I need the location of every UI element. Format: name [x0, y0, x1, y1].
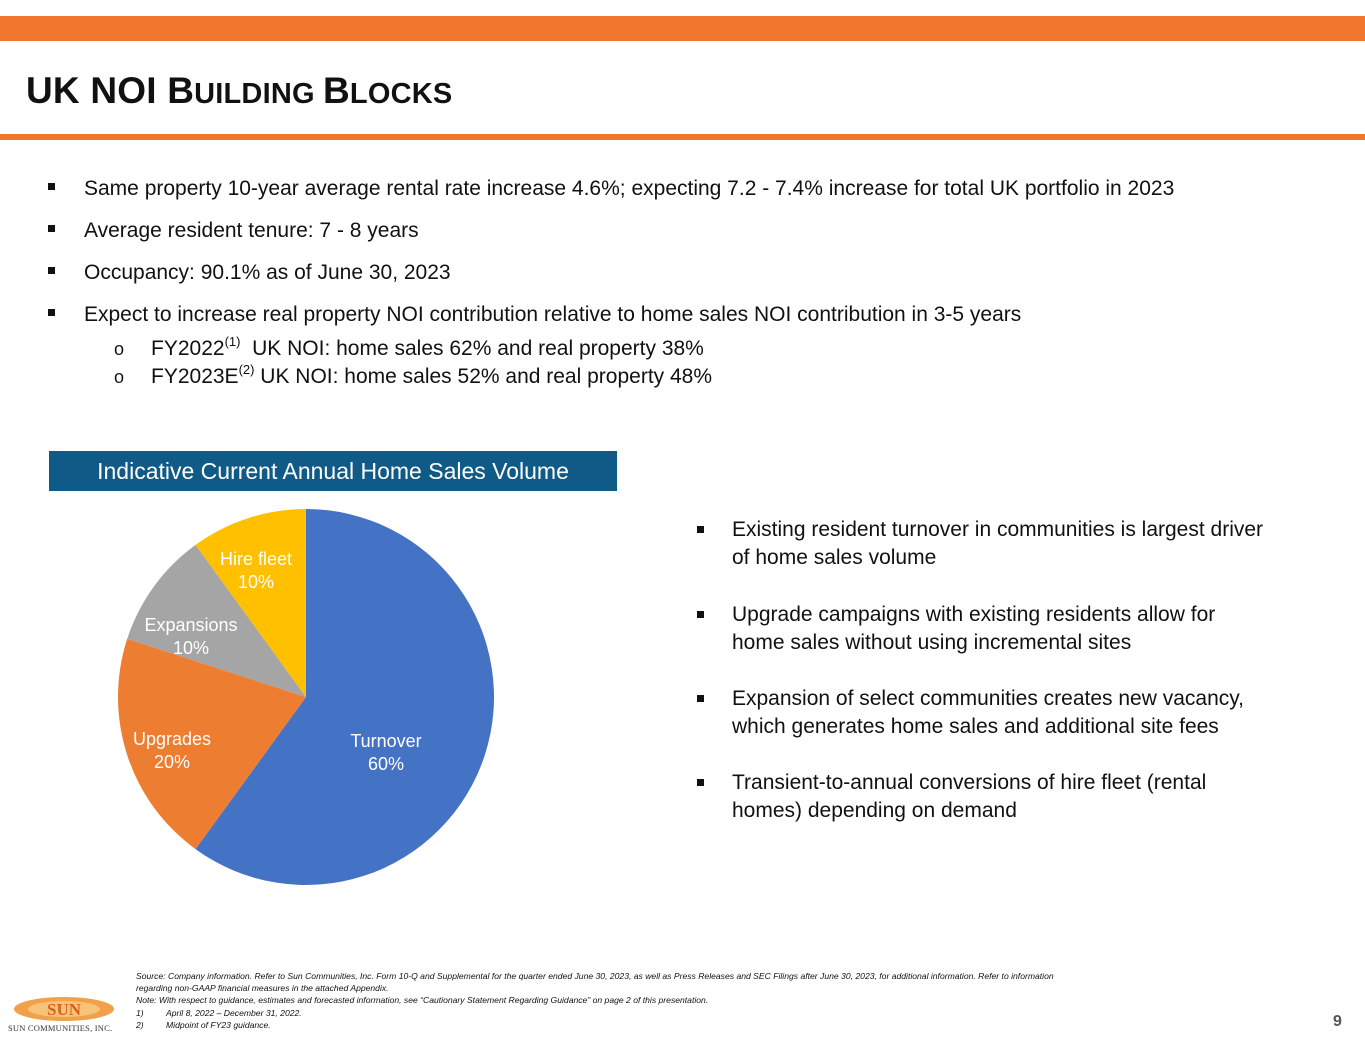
bullet-square-icon: [697, 611, 704, 618]
bullet-text: Expansion of select communities creates …: [732, 687, 1245, 738]
top-accent-bar: [0, 16, 1365, 41]
circle-bullet-icon: o: [114, 367, 125, 387]
pie-label-turnover: Turnover: [350, 731, 421, 751]
pie-label-hire-fleet: Hire fleet: [220, 549, 292, 569]
pie-value-expansions: 10%: [173, 638, 209, 658]
sub-bullet-text: FY2023E(2) UK NOI: home sales 52% and re…: [151, 362, 713, 388]
slide-title: UK NOI BUILDING BLOCKS: [26, 70, 453, 111]
footnote-guidance: Note: With respect to guidance, estimate…: [136, 995, 709, 1006]
logo-mark: SUN: [47, 1000, 82, 1019]
footnotes: Source: Company information. Refer to Su…: [136, 970, 1336, 1031]
pie-label-upgrades: Upgrades: [133, 729, 211, 749]
bullet-square-icon: [48, 183, 55, 190]
footnote-source-cont: regarding non-GAAP financial measures in…: [136, 983, 389, 994]
pie-slice-hire-fleet: [195, 509, 306, 697]
bullet-square-icon: [697, 779, 704, 786]
pie-value-turnover: 60%: [368, 754, 404, 774]
bullet-text: Average resident tenure: 7 - 8 years: [84, 219, 419, 242]
bullet-square-icon: [48, 267, 55, 274]
footnote-1: 1) April 8, 2022 – December 31, 2022.: [136, 1007, 302, 1018]
bullet-text: Transient-to-annual conversions of hire …: [732, 771, 1207, 822]
logo-sun-inner: [28, 1001, 100, 1017]
footnote-source: Source: Company information. Refer to Su…: [136, 971, 1054, 981]
bullet-square-icon: [48, 309, 55, 316]
bullet-square-icon: [697, 526, 704, 533]
pie-value-upgrades: 20%: [154, 752, 190, 772]
footnote-2: 2) Midpoint of FY23 guidance.: [136, 1019, 271, 1030]
pie-slice-turnover: [195, 509, 495, 885]
bullet-square-icon: [697, 695, 704, 702]
bullet-text: Same property 10-year average rental rat…: [84, 177, 1175, 200]
bullet-text: Upgrade campaigns with existing resident…: [732, 603, 1216, 654]
title-divider: [0, 134, 1365, 140]
sub-bullet-text: FY2022(1) UK NOI: home sales 62% and rea…: [151, 334, 704, 360]
pie-value-hire-fleet: 10%: [238, 572, 274, 592]
bullet-text: Expect to increase real property NOI con…: [84, 303, 1022, 326]
home-sales-pie-chart: Turnover 60% Upgrades 20% Expansions 10% Hire …: [118, 509, 495, 885]
bullet-text: Occupancy: 90.1% as of June 30, 2023: [84, 261, 451, 284]
page-number: 9: [1333, 1013, 1342, 1030]
pie-label-expansions: Expansions: [144, 615, 237, 635]
pie-slice-expansions: [127, 544, 306, 697]
circle-bullet-icon: o: [114, 339, 125, 359]
logo-company-name: SUN COMMUNITIES, INC.: [8, 1023, 113, 1033]
bullet-square-icon: [48, 225, 55, 232]
pie-slice-upgrades: [118, 638, 307, 850]
bullet-text: Existing resident turnover in communitie…: [732, 518, 1264, 569]
sun-communities-logo: SUN: [14, 997, 114, 1021]
chart-title: Indicative Current Annual Home Sales Vol…: [49, 451, 617, 491]
